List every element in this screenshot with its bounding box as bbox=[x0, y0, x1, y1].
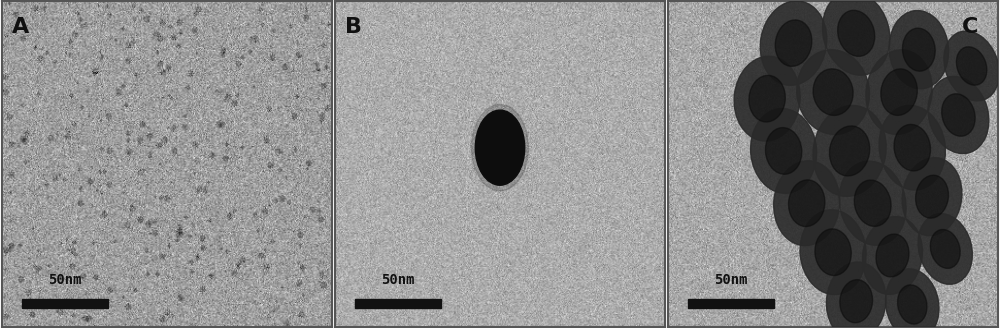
Ellipse shape bbox=[876, 234, 909, 277]
Ellipse shape bbox=[854, 180, 891, 226]
Ellipse shape bbox=[894, 124, 931, 171]
Ellipse shape bbox=[774, 161, 840, 246]
Ellipse shape bbox=[916, 175, 948, 218]
Ellipse shape bbox=[898, 285, 927, 324]
Ellipse shape bbox=[866, 50, 932, 134]
Ellipse shape bbox=[902, 28, 935, 71]
Ellipse shape bbox=[881, 69, 917, 115]
Ellipse shape bbox=[862, 216, 922, 295]
Ellipse shape bbox=[751, 109, 817, 193]
Ellipse shape bbox=[760, 1, 827, 85]
Text: 50nm: 50nm bbox=[714, 273, 748, 287]
Ellipse shape bbox=[822, 0, 890, 75]
Ellipse shape bbox=[886, 269, 939, 328]
Ellipse shape bbox=[918, 214, 972, 284]
Bar bbox=[22, 298, 108, 308]
Ellipse shape bbox=[789, 180, 825, 227]
Ellipse shape bbox=[813, 106, 886, 196]
Ellipse shape bbox=[944, 31, 999, 101]
Text: A: A bbox=[12, 17, 29, 37]
Ellipse shape bbox=[813, 69, 853, 115]
Ellipse shape bbox=[734, 56, 800, 141]
Ellipse shape bbox=[942, 94, 975, 136]
Ellipse shape bbox=[838, 10, 875, 56]
Ellipse shape bbox=[840, 280, 873, 323]
Ellipse shape bbox=[879, 105, 945, 190]
Text: 50nm: 50nm bbox=[381, 273, 415, 287]
Text: B: B bbox=[345, 17, 362, 37]
Ellipse shape bbox=[902, 158, 962, 236]
Ellipse shape bbox=[930, 230, 960, 268]
Bar bbox=[688, 298, 774, 308]
Ellipse shape bbox=[826, 262, 886, 328]
Ellipse shape bbox=[815, 229, 851, 276]
Ellipse shape bbox=[956, 47, 987, 85]
Ellipse shape bbox=[749, 75, 785, 122]
Ellipse shape bbox=[928, 76, 989, 154]
Ellipse shape bbox=[475, 110, 525, 185]
Bar bbox=[355, 298, 441, 308]
Ellipse shape bbox=[797, 50, 870, 134]
Ellipse shape bbox=[775, 20, 812, 66]
Ellipse shape bbox=[765, 128, 802, 174]
Ellipse shape bbox=[472, 104, 528, 191]
Ellipse shape bbox=[839, 161, 906, 245]
Text: C: C bbox=[962, 17, 978, 37]
Ellipse shape bbox=[800, 210, 866, 295]
Ellipse shape bbox=[889, 10, 949, 89]
Ellipse shape bbox=[829, 126, 870, 176]
Text: 50nm: 50nm bbox=[48, 273, 81, 287]
